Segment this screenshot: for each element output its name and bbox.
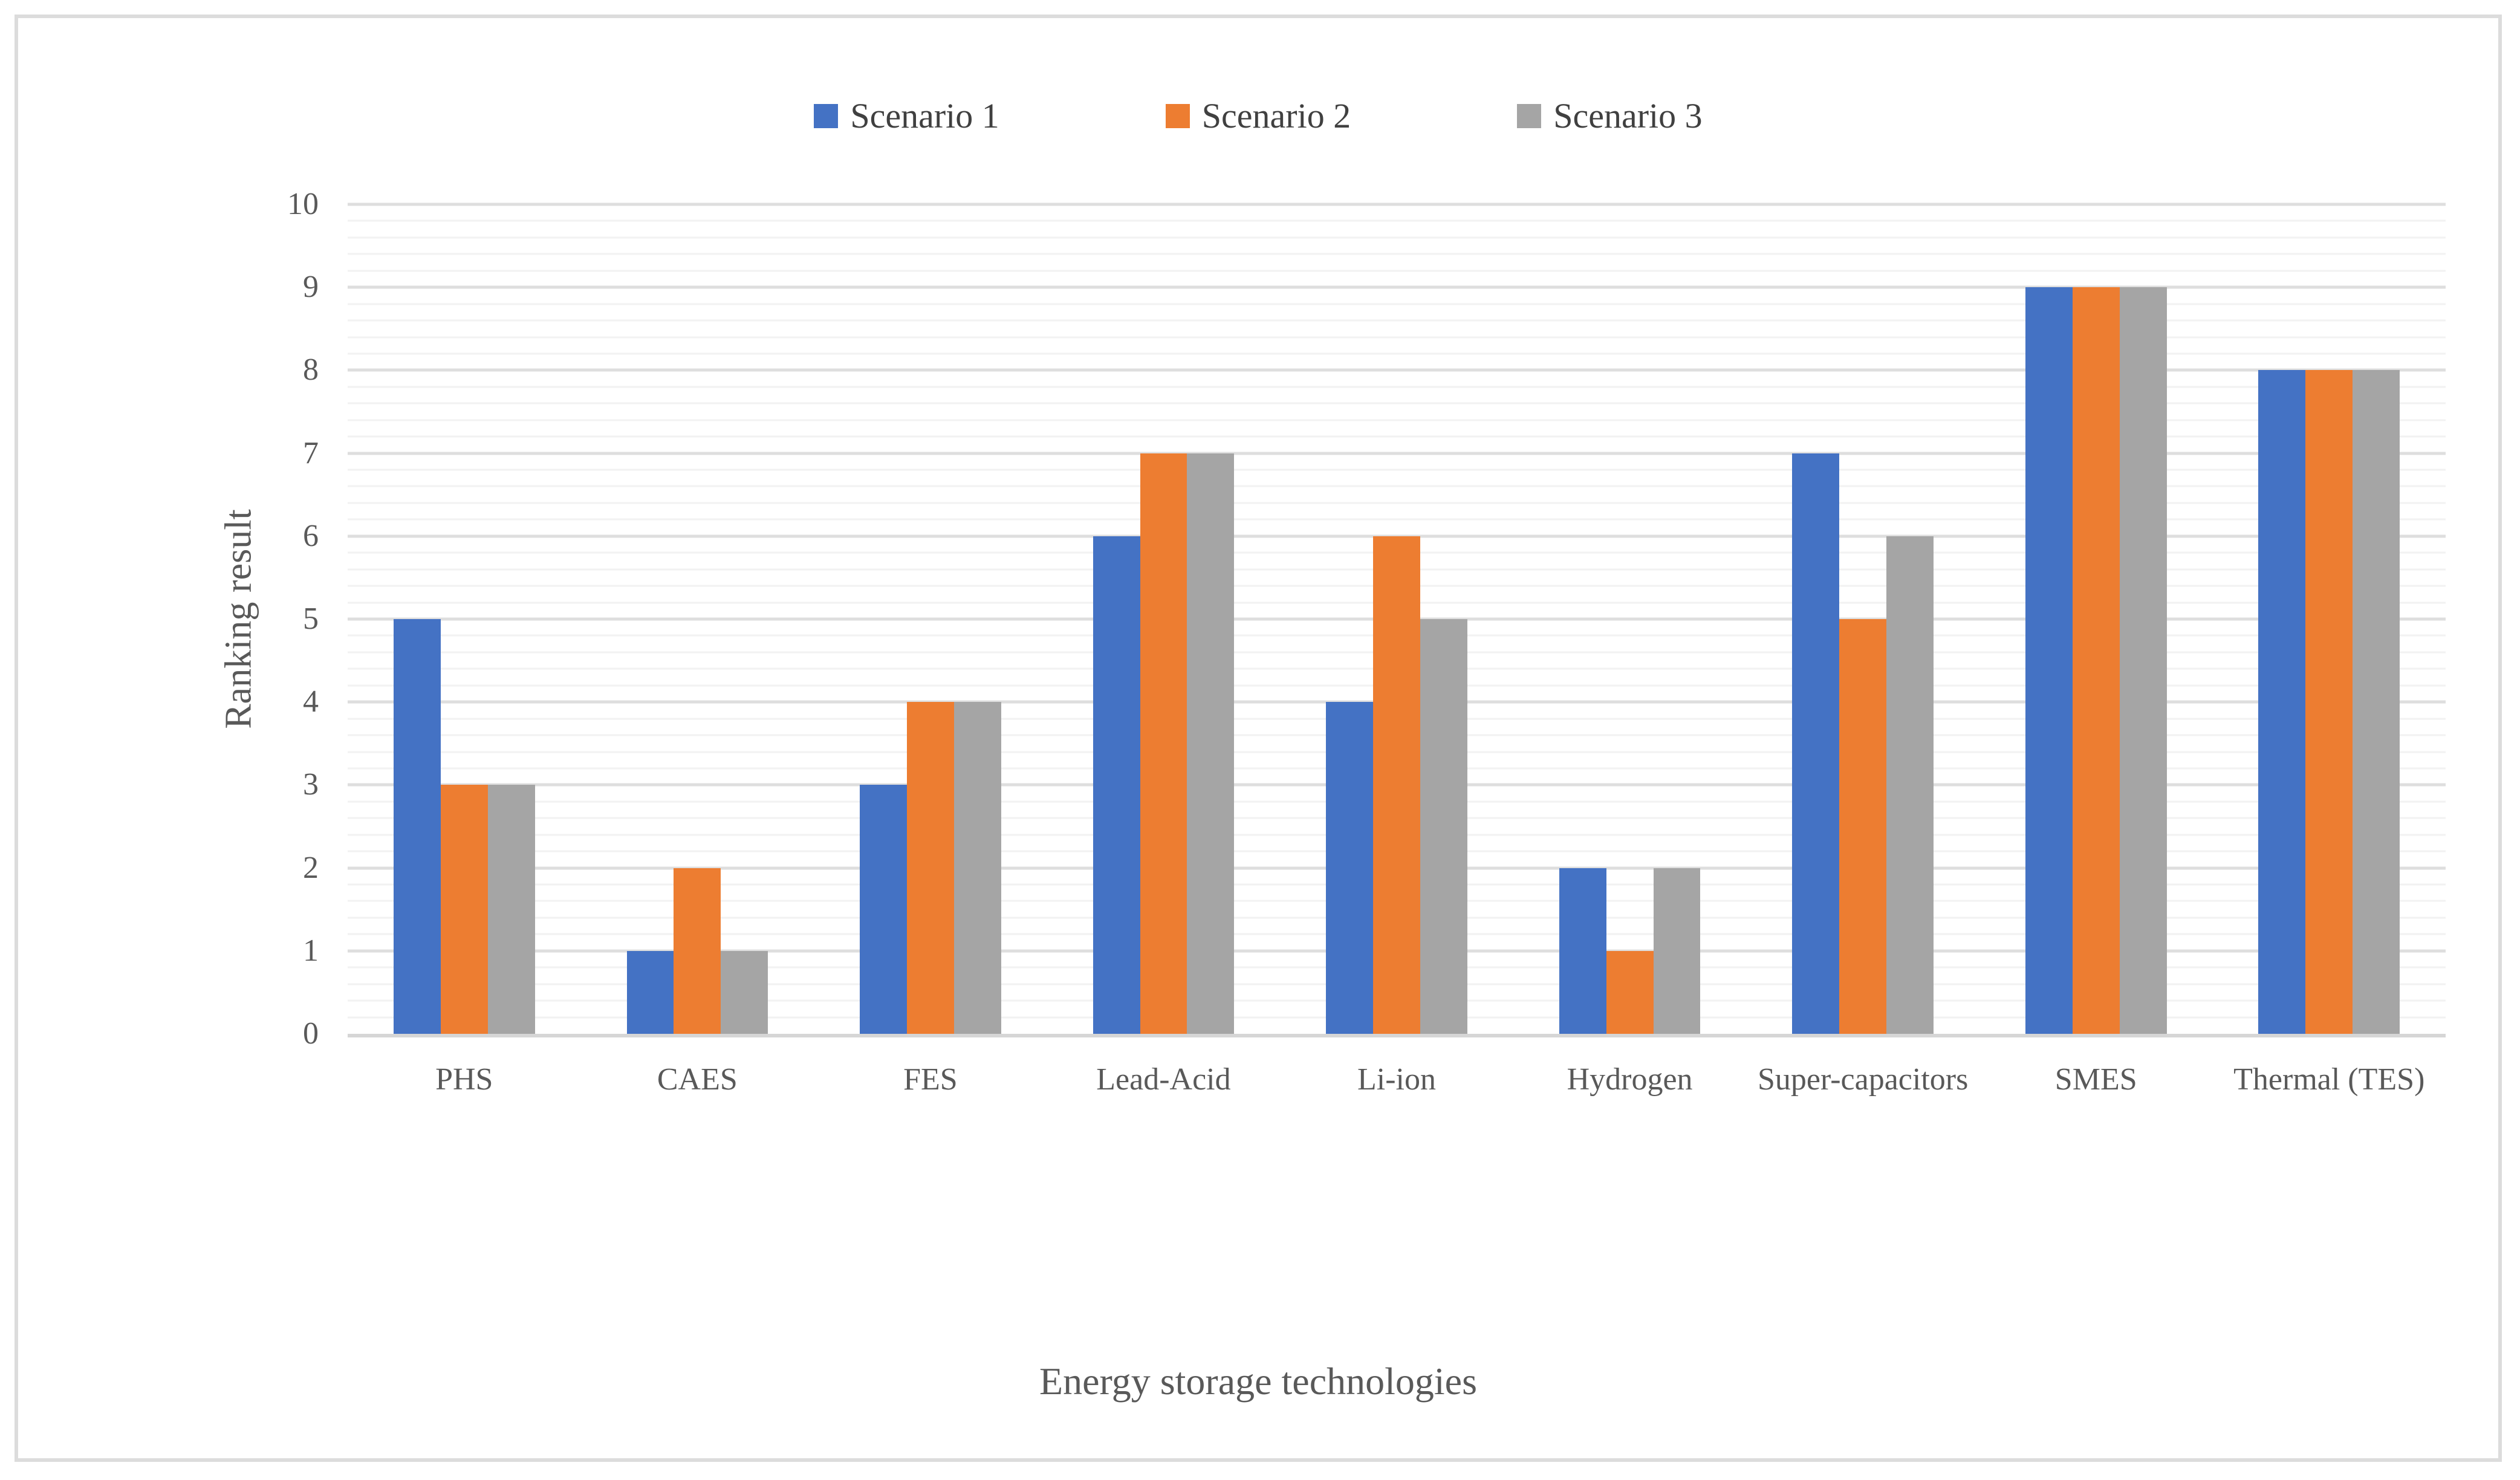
bar-scenario-2-hydrogen (1606, 950, 1654, 1034)
bar-scenario-1-thermal-tes (2258, 370, 2306, 1034)
bar-groups (348, 204, 2446, 1034)
minor-gridline (348, 303, 2446, 305)
minor-gridline (348, 319, 2446, 322)
category-label-caes: CAES (657, 1062, 738, 1097)
category-label-phs: PHS (435, 1062, 493, 1097)
bar-scenario-2-super-capacitors (1839, 619, 1887, 1034)
bar-scenario-3-fes (953, 702, 1001, 1034)
y-tick-label-2: 2 (303, 850, 319, 885)
bar-scenario-1-smes (2025, 287, 2073, 1034)
bar-scenario-2-fes (906, 702, 954, 1034)
minor-gridline (348, 469, 2446, 471)
bar-group-lead-acid (1047, 204, 1281, 1034)
y-tick-label-4: 4 (303, 684, 319, 719)
minor-gridline (348, 485, 2446, 487)
bar-scenario-1-li-ion (1326, 702, 1374, 1034)
bar-group-smes (1979, 204, 2213, 1034)
legend-label-scenario-2: Scenario 2 (1201, 96, 1351, 135)
major-gridline (348, 368, 2446, 372)
bar-scenario-3-lead-acid (1187, 453, 1235, 1034)
category-label-thermal-tes: Thermal (TES) (2233, 1062, 2425, 1097)
legend-item-scenario-3: Scenario 3 (1517, 96, 1703, 136)
y-axis-tick-labels: 0 1 2 3 4 5 6 7 8 9 10 (18, 189, 328, 1050)
bar-group-li-ion (1280, 204, 1513, 1034)
bar-scenario-2-li-ion (1373, 536, 1420, 1034)
minor-gridline (348, 270, 2446, 272)
bar-scenario-3-caes (721, 950, 768, 1034)
legend-swatch-scenario-3 (1517, 103, 1542, 128)
category-label-li-ion: Li-ion (1357, 1062, 1437, 1097)
minor-gridline (348, 502, 2446, 504)
bar-scenario-2-caes (674, 868, 721, 1034)
bar-group-fes (814, 204, 1047, 1034)
plot-area (348, 203, 2446, 1037)
bar-scenario-2-lead-acid (1140, 453, 1187, 1034)
y-tick-label-5: 5 (303, 602, 319, 636)
minor-gridline (348, 518, 2446, 521)
bar-group-hydrogen (1513, 204, 1747, 1034)
y-tick-label-10: 10 (287, 187, 319, 221)
category-label-smes: SMES (2054, 1062, 2137, 1097)
legend-swatch-scenario-2 (1165, 103, 1190, 128)
legend-item-scenario-2: Scenario 2 (1165, 96, 1351, 136)
bar-scenario-2-smes (2072, 287, 2120, 1034)
x-axis-category-labels: PHS CAES FES Lead-Acid Li-ion Hydrogen Super-c… (348, 1062, 2446, 1097)
category-label-lead-acid: Lead-Acid (1096, 1062, 1231, 1097)
legend-label-scenario-3: Scenario 3 (1553, 96, 1703, 135)
x-axis-line (348, 1034, 2446, 1037)
bar-scenario-1-lead-acid (1093, 536, 1140, 1034)
major-gridline (348, 285, 2446, 289)
y-tick-label-9: 9 (303, 270, 319, 305)
minor-gridline (348, 336, 2446, 339)
x-axis-title: Energy storage technologies (1039, 1360, 1477, 1403)
category-label-hydrogen: Hydrogen (1567, 1062, 1693, 1097)
y-tick-label-8: 8 (303, 352, 319, 388)
bar-scenario-1-super-capacitors (1792, 453, 1840, 1034)
minor-gridline (348, 419, 2446, 421)
bar-scenario-3-phs (487, 785, 535, 1034)
major-gridline (348, 452, 2446, 455)
bar-scenario-3-smes (2119, 287, 2167, 1034)
bar-scenario-3-hydrogen (1653, 868, 1701, 1034)
minor-gridline (348, 219, 2446, 222)
figure-page: Scenario 1 Scenario 2 Scenario 3 Ranking… (15, 15, 2502, 1462)
legend-item-scenario-1: Scenario 1 (814, 96, 999, 136)
bar-scenario-2-phs (440, 785, 488, 1034)
bar-scenario-3-thermal-tes (2353, 370, 2400, 1034)
bar-scenario-1-hydrogen (1559, 868, 1606, 1034)
minor-gridline (348, 253, 2446, 255)
y-tick-label-0: 0 (303, 1016, 319, 1051)
minor-gridline (348, 386, 2446, 388)
y-tick-label-1: 1 (303, 933, 319, 968)
bar-scenario-3-super-capacitors (1886, 536, 1934, 1034)
bar-scenario-2-thermal-tes (2305, 370, 2353, 1034)
minor-gridline (348, 236, 2446, 239)
bar-group-caes (581, 204, 814, 1034)
chart-legend: Scenario 1 Scenario 2 Scenario 3 (18, 96, 2498, 136)
bar-group-super-capacitors (1746, 204, 1979, 1034)
y-tick-label-7: 7 (303, 435, 319, 470)
minor-gridline (348, 435, 2446, 438)
major-gridline (348, 203, 2446, 206)
category-label-super-capacitors: Super-capacitors (1757, 1062, 1969, 1097)
bar-scenario-1-fes (860, 785, 907, 1034)
bar-group-thermal-tes (2213, 204, 2446, 1034)
bar-group-phs (348, 204, 581, 1034)
category-label-fes: FES (903, 1062, 958, 1097)
bar-scenario-3-li-ion (1420, 619, 1467, 1034)
legend-swatch-scenario-1 (814, 103, 839, 128)
bar-scenario-1-caes (626, 950, 674, 1034)
minor-gridline (348, 352, 2446, 355)
legend-label-scenario-1: Scenario 1 (850, 96, 999, 135)
bar-scenario-1-phs (393, 619, 441, 1034)
y-tick-label-3: 3 (303, 767, 319, 802)
minor-gridline (348, 402, 2446, 404)
y-tick-label-6: 6 (303, 518, 319, 553)
